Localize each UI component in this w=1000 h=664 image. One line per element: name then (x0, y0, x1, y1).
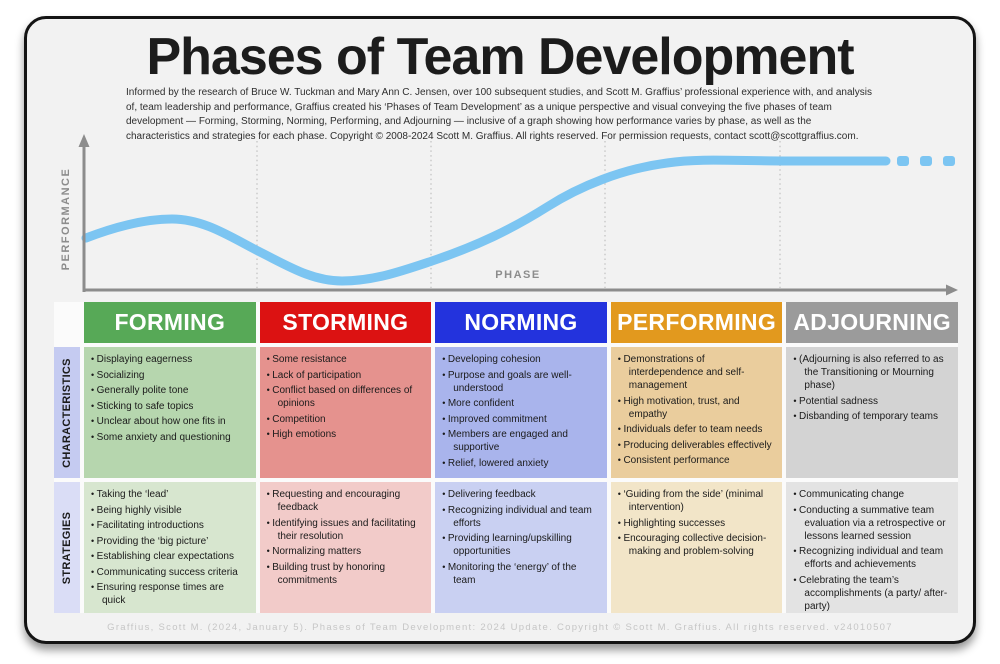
list-item: Improved commitment (448, 413, 600, 426)
list-item: Developing cohesion (448, 353, 600, 366)
list-item: Some resistance (272, 353, 425, 366)
list-item: Conducting a summative team evaluation v… (799, 504, 951, 543)
bullet-list: Demonstrations of interdependence and se… (618, 353, 776, 467)
list-item: Producing deliverables effectively (623, 439, 776, 452)
bullet-list: (Adjourning is also referred to as the T… (793, 353, 951, 423)
phase-header-forming: FORMING (84, 302, 256, 343)
row-label-strategies: STRATEGIES (54, 482, 80, 613)
list-item: Requesting and encouraging feedback (272, 488, 425, 514)
list-item: Displaying eagerness (97, 353, 249, 366)
phase-header-storming: STORMING (259, 302, 432, 343)
list-item: Lack of participation (272, 369, 425, 382)
list-item: Conflict based on differences of opinion… (272, 384, 425, 410)
list-item: Building trust by honoring commitments (272, 561, 425, 587)
list-item: Establishing clear expectations (97, 550, 249, 563)
characteristics-cell-adjourning: (Adjourning is also referred to as the T… (786, 347, 958, 478)
bullet-list: Some resistance Lack of participation Conf… (267, 353, 425, 441)
list-item: Providing learning/upskilling opportunit… (448, 532, 600, 558)
x-axis-arrow-icon (946, 284, 958, 296)
strategies-cell-storming: Requesting and encouraging feedback Ident… (259, 482, 432, 613)
infographic-card: Phases of Team Development Informed by t… (24, 16, 976, 644)
list-item: Purpose and goals are well-understood (448, 369, 600, 395)
list-item: Individuals defer to team needs (623, 423, 776, 436)
list-item: Highlighting successes (623, 517, 776, 530)
y-axis-label: PERFORMANCE (60, 168, 72, 271)
page-title: Phases of Team Development (146, 28, 854, 86)
curve-dash (897, 156, 909, 166)
list-item: (Adjourning is also referred to as the T… (799, 353, 951, 392)
list-item: Consistent performance (623, 454, 776, 467)
list-item: Providing the ‘big picture’ (97, 535, 249, 548)
bullet-list: Requesting and encouraging feedback Ident… (267, 488, 425, 587)
curve-dash (920, 156, 932, 166)
bullet-list: ‘Guiding from the side’ (minimal interve… (618, 488, 776, 558)
performance-graph: PERFORMANCE PHASE (60, 134, 958, 296)
list-item: Competition (272, 413, 425, 426)
list-item: Socializing (97, 369, 249, 382)
list-item: Relief, lowered anxiety (448, 457, 600, 470)
x-axis-label: PHASE (495, 269, 540, 281)
list-item: Recognizing individual and team efforts (448, 504, 600, 530)
list-item: Normalizing matters (272, 545, 425, 558)
intro-paragraph: Informed by the research of Bruce W. Tuc… (126, 87, 872, 142)
list-item: Sticking to safe topics (97, 400, 249, 413)
citation-footer: Graffius, Scott M. (2024, January 5). Ph… (107, 622, 893, 633)
strategies-cell-forming: Taking the ‘lead’ Being highly visible Fac… (84, 482, 256, 613)
characteristics-cell-forming: Displaying eagerness Socializing Generally… (84, 347, 256, 478)
list-item: High motivation, trust, and empathy (623, 395, 776, 421)
list-item: Communicating change (799, 488, 951, 501)
row-label-characteristics: CHARACTERISTICS (54, 347, 80, 478)
list-item: High emotions (272, 428, 425, 441)
list-item: Recognizing individual and team efforts … (799, 545, 951, 571)
row-label-text: STRATEGIES (61, 511, 73, 584)
list-item: Disbanding of temporary teams (799, 410, 951, 423)
bullet-list: Displaying eagerness Socializing Generally… (91, 353, 249, 444)
list-item: Unclear about how one fits in (97, 415, 249, 428)
list-item: Generally polite tone (97, 384, 249, 397)
phase-header-adjourning: ADJOURNING (786, 302, 958, 343)
table-corner-spacer (54, 302, 80, 343)
strategies-cell-performing: ‘Guiding from the side’ (minimal interve… (610, 482, 783, 613)
list-item: Some anxiety and questioning (97, 431, 249, 444)
list-item: Being highly visible (97, 504, 249, 517)
list-item: Delivering feedback (448, 488, 600, 501)
list-item: Demonstrations of interdependence and se… (623, 353, 776, 392)
list-item: Ensuring response times are quick (97, 581, 249, 607)
strategies-cell-norming: Delivering feedback Recognizing individua… (435, 482, 607, 613)
list-item: Taking the ‘lead’ (97, 488, 249, 501)
bullet-list: Taking the ‘lead’ Being highly visible Fac… (91, 488, 249, 607)
phase-header-performing: PERFORMING (610, 302, 783, 343)
row-label-text: CHARACTERISTICS (61, 357, 73, 468)
list-item: Identifying issues and facilitating thei… (272, 517, 425, 543)
list-item: Facilitating introductions (97, 519, 249, 532)
strategies-cell-adjourning: Communicating change Conducting a summati… (786, 482, 958, 613)
characteristics-cell-norming: Developing cohesion Purpose and goals are… (435, 347, 607, 478)
list-item: More confident (448, 397, 600, 410)
characteristics-cell-storming: Some resistance Lack of participation Conf… (259, 347, 432, 478)
phases-table: FORMING STORMING NORMING PERFORMING ADJO… (54, 302, 958, 613)
bullet-list: Developing cohesion Purpose and goals are… (442, 353, 600, 470)
y-axis-arrow-icon (78, 134, 90, 147)
list-item: Celebrating the team’s accomplishments (… (799, 574, 951, 613)
list-item: Potential sadness (799, 395, 951, 408)
curve-dash (943, 156, 955, 166)
characteristics-cell-performing: Demonstrations of interdependence and se… (610, 347, 783, 478)
list-item: Members are engaged and supportive (448, 428, 600, 454)
performance-curve (81, 155, 891, 286)
bullet-list: Communicating change Conducting a summati… (793, 488, 951, 613)
list-item: ‘Guiding from the side’ (minimal interve… (623, 488, 776, 514)
list-item: Encouraging collective decision-making a… (623, 532, 776, 558)
bullet-list: Delivering feedback Recognizing individua… (442, 488, 600, 587)
list-item: Monitoring the ‘energy’ of the team (448, 561, 600, 587)
list-item: Communicating success criteria (97, 566, 249, 579)
phase-header-norming: NORMING (435, 302, 607, 343)
